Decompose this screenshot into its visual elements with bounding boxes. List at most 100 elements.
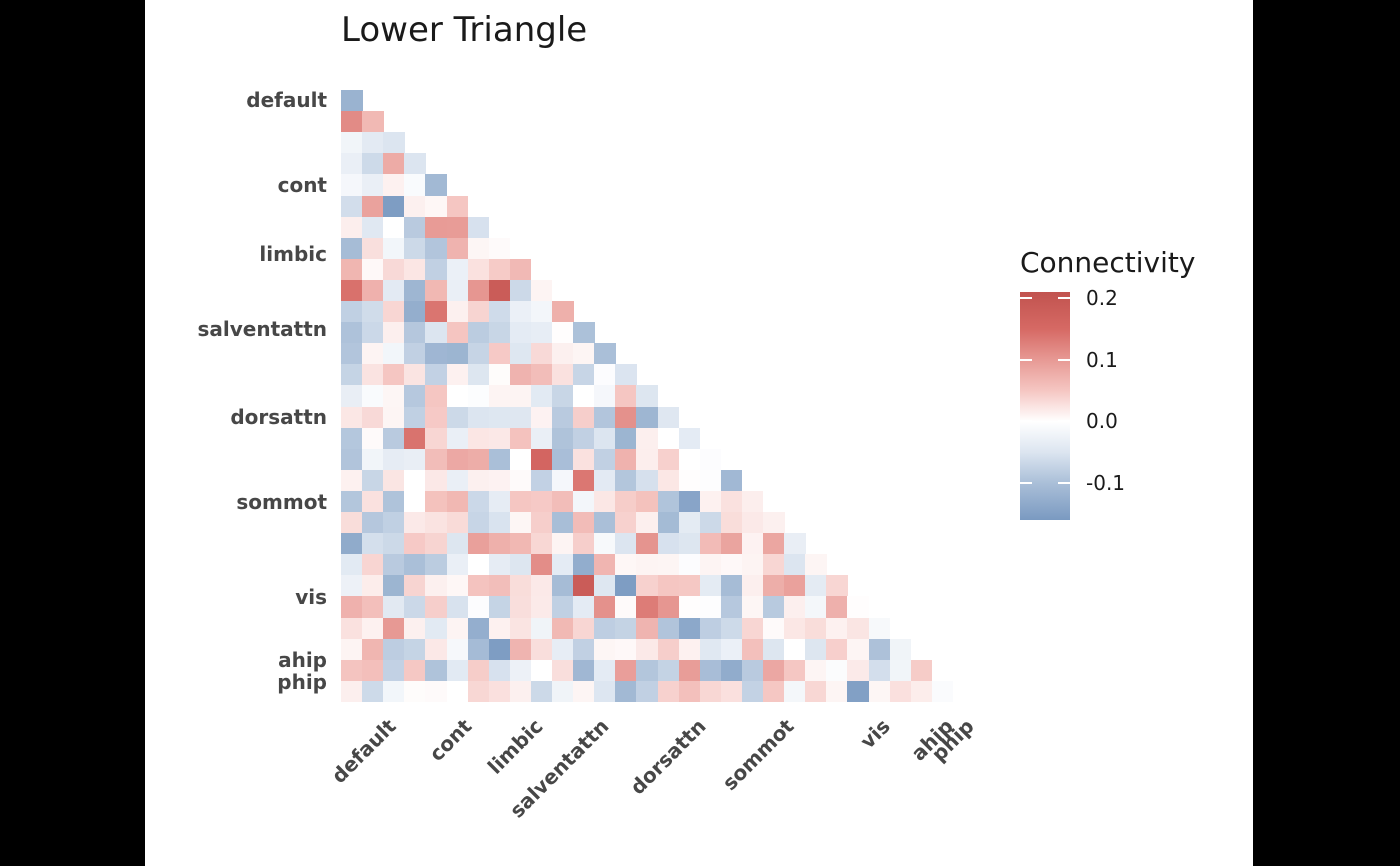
heatmap-cell [425,596,447,618]
heatmap-cell [784,680,806,703]
heatmap-cell [826,659,848,682]
heatmap-cell [552,680,574,703]
heatmap-cell [425,258,447,281]
heatmap-cell [509,596,532,618]
heatmap-cell [404,195,426,218]
heatmap-cell [362,659,384,682]
heatmap-cell [763,575,785,597]
heatmap-cell [530,301,553,323]
heatmap-cell [847,680,869,703]
heatmap-cell [509,385,532,407]
heatmap-cell [720,554,743,576]
heatmap-cell [784,659,806,682]
heatmap-cell [509,512,532,534]
heatmap-cell [383,195,405,218]
heatmap-cell [594,533,616,555]
heatmap-cell [720,659,743,682]
left-black-bar [0,0,145,866]
heatmap-cell [467,322,490,344]
heatmap-cell [404,153,426,175]
heatmap-cell [446,512,469,534]
heatmap-cell [573,533,595,555]
heatmap-cell [404,174,426,196]
y-axis-label-vis: vis [295,585,327,609]
heatmap-cell [573,343,595,365]
heatmap-cell [720,638,743,661]
heatmap-cell [805,596,827,618]
heatmap-cell [509,680,532,703]
heatmap-cell [699,469,722,492]
heatmap-cell [530,448,553,471]
heatmap-cell [530,279,553,302]
heatmap-cell [383,174,405,196]
heatmap-cell [847,596,869,618]
heatmap-cell [552,554,574,576]
colorbar-tick [1058,420,1070,423]
heatmap-cell [362,617,384,640]
heatmap-cell [404,427,426,450]
heatmap-cell [509,258,532,281]
heatmap-cell [720,512,743,534]
heatmap-cell [594,343,616,365]
heatmap-cell [488,659,511,682]
heatmap-cell [530,617,553,640]
heatmap-cell [615,596,637,618]
heatmap-cell [488,533,511,555]
heatmap-cell [425,617,447,640]
heatmap-cell [383,216,405,239]
heatmap-cell [741,659,764,682]
heatmap-cell [383,680,405,703]
heatmap-cell [826,617,848,640]
heatmap-cell [678,427,701,450]
heatmap-cell [362,364,384,386]
heatmap-cell [446,448,469,471]
heatmap-cell [383,659,405,682]
heatmap-cell [678,554,701,576]
heatmap-cell [741,596,764,618]
heatmap-cell [615,680,637,703]
heatmap-cell [636,575,658,597]
heatmap-cell [573,448,595,471]
heatmap-cell [341,132,363,154]
heatmap-cell [488,279,511,302]
heatmap-cell [594,659,616,682]
heatmap-cell [341,174,363,196]
heatmap-cell [446,385,469,407]
heatmap-cell [425,343,447,365]
heatmap-cell [383,575,405,597]
heatmap-cell [636,554,658,576]
right-black-bar [1253,0,1400,866]
heatmap-cell [467,554,490,576]
heatmap-cell [657,406,680,429]
heatmap-cell [341,111,363,133]
heatmap-cell [467,279,490,302]
heatmap-cell [362,174,384,196]
colorbar-tick [1058,297,1070,300]
heatmap-cell [467,364,490,386]
heatmap-cell [425,533,447,555]
heatmap-cell [530,385,553,407]
heatmap-cell [720,533,743,555]
heatmap-cell [341,448,363,471]
colorbar-tick [1020,482,1032,485]
heatmap-cell [530,512,553,534]
heatmap-cell [383,279,405,302]
heatmap-cell [530,406,553,429]
heatmap-cell [341,237,363,260]
heatmap-cell [425,322,447,344]
heatmap-cell [467,258,490,281]
heatmap-cell [488,490,511,513]
heatmap-cell [615,617,637,640]
heatmap-cell [763,680,785,703]
heatmap-cell [720,490,743,513]
heatmap-cell [404,237,426,260]
heatmap-cell [362,343,384,365]
heatmap-cell [847,617,869,640]
heatmap-cell [509,617,532,640]
heatmap-cell [657,617,680,640]
heatmap-cell [362,153,384,175]
heatmap-cell [573,322,595,344]
heatmap-cell [467,469,490,492]
heatmap-cell [362,406,384,429]
x-axis-label-vis: vis [855,714,895,754]
